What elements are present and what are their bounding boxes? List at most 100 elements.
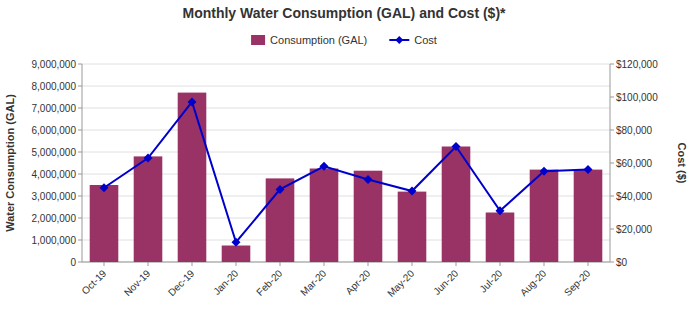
y-tick-label: 0 [70,257,76,268]
y-axis-label: Water Consumption (GAL) [4,94,16,232]
legend-item: Consumption (GAL) [251,34,367,46]
grid [82,64,610,262]
marker [540,167,549,176]
x-tick [588,262,589,266]
y2-axis-label: Cost ($) [676,143,688,184]
x-tick [280,262,281,266]
y2-tick-label: $20,000 [616,224,653,235]
x-tick [236,262,237,266]
y-tick-label: 6,000,000 [32,125,77,136]
y2-tick-label: $100,000 [616,92,658,103]
x-tick [500,262,501,266]
y-tick [78,108,82,109]
legend-label: Consumption (GAL) [270,34,367,46]
x-tick-label: May-20 [385,267,417,299]
line [104,102,588,242]
y2-tick-label: $120,000 [616,59,658,70]
y-tick-label: 9,000,000 [32,59,77,70]
y2-tick [610,196,614,197]
x-tick-label: Oct-19 [79,267,108,296]
marker [100,183,109,192]
bar [486,213,515,263]
y2-tick [610,64,614,65]
marker [364,175,373,184]
x-tick [456,262,457,266]
y-tick-label: 1,000,000 [32,235,77,246]
bar [398,192,427,262]
x-tick [368,262,369,266]
marker [408,187,417,196]
y-tick-label: 5,000,000 [32,147,77,158]
bar [310,169,339,263]
y-tick [78,218,82,219]
y2-tick [610,163,614,164]
legend: Consumption (GAL) Cost [251,34,437,46]
x-tick-label: Jan-20 [211,267,241,297]
y-tick [78,64,82,65]
x-tick [324,262,325,266]
grid-line [82,108,610,109]
y-axis [82,64,83,262]
legend-item: Cost [389,34,437,46]
marker [276,185,285,194]
marker [144,154,153,163]
x-tick-label: Apr-20 [343,267,372,296]
x-tick [104,262,105,266]
marks [90,93,603,262]
grid-line [82,130,610,131]
bar [178,93,207,262]
y-tick [78,130,82,131]
bar [266,178,295,262]
y2-tick-label: $40,000 [616,191,653,202]
y-tick-label: 8,000,000 [32,81,77,92]
x-tick-label: Aug-20 [518,267,549,298]
y-tick [78,86,82,87]
y2-tick-label: $0 [616,257,628,268]
y2-tick-label: $60,000 [616,158,653,169]
legend-marker [395,36,403,44]
y-tick-label: 3,000,000 [32,191,77,202]
y2-axis [610,64,611,262]
y-tick [78,174,82,175]
chart: Monthly Water Consumption (GAL) and Cost… [0,0,688,328]
marker [320,162,329,171]
x-tick [544,262,545,266]
x-tick-label: Nov-19 [122,267,153,298]
y2-tick [610,229,614,230]
marker [232,238,241,247]
grid-line [82,64,610,65]
marker [496,206,505,215]
bar [134,156,163,262]
y-tick [78,240,82,241]
marker [452,142,461,151]
x-tick [412,262,413,266]
y2-tick [610,262,614,263]
y-tick-label: 2,000,000 [32,213,77,224]
legend-label: Cost [414,34,437,46]
y-tick-label: 7,000,000 [32,103,77,114]
y-tick-label: 4,000,000 [32,169,77,180]
y-tick [78,152,82,153]
x-tick-label: Sep-20 [562,267,593,298]
x-tick [192,262,193,266]
bar [574,170,603,262]
x-tick-label: Jun-20 [431,267,461,297]
bar [222,246,251,263]
marker [584,165,593,174]
bar [442,147,471,263]
y2-tick [610,97,614,98]
bar [90,185,119,262]
bar [354,171,383,262]
x-tick-label: Feb-20 [254,267,284,297]
y2-tick [610,130,614,131]
x-tick-label: Mar-20 [298,267,328,297]
y2-tick-label: $80,000 [616,125,653,136]
grid-line [82,86,610,87]
x-tick-label: Jul-20 [477,267,504,294]
grid-line [82,152,610,153]
title: Monthly Water Consumption (GAL) and Cost… [182,5,506,21]
marker [188,97,197,106]
x-tick [148,262,149,266]
y-tick [78,262,82,263]
y-tick [78,196,82,197]
